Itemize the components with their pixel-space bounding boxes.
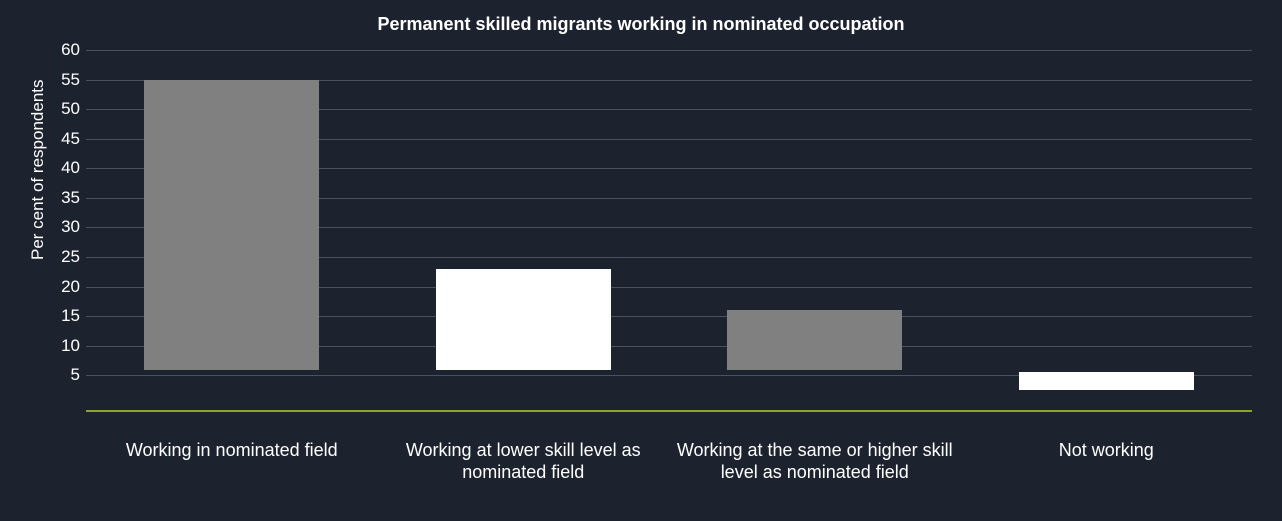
plot-area [86, 50, 1252, 390]
y-tick-label: 15 [30, 306, 80, 326]
y-tick-label: 5 [30, 365, 80, 385]
y-tick-label: 55 [30, 70, 80, 90]
bar [436, 269, 611, 370]
y-tick-label: 45 [30, 129, 80, 149]
y-tick-label: 50 [30, 99, 80, 119]
bar-chart: Permanent skilled migrants working in no… [0, 0, 1282, 521]
x-axis-labels: Working in nominated fieldWorking at low… [86, 440, 1252, 520]
bar [1019, 372, 1194, 390]
gridline [86, 50, 1252, 51]
chart-title: Permanent skilled migrants working in no… [0, 14, 1282, 35]
y-tick-label: 40 [30, 158, 80, 178]
x-tick-label: Working in nominated field [86, 440, 378, 462]
y-tick-label: 60 [30, 40, 80, 60]
x-axis-baseline [86, 410, 1252, 412]
y-tick-label: 30 [30, 217, 80, 237]
y-tick-label: 10 [30, 336, 80, 356]
bar [144, 80, 319, 370]
bar [727, 310, 902, 370]
y-tick-label: 20 [30, 277, 80, 297]
x-tick-label: Working at lower skill level as nominate… [378, 440, 670, 483]
x-tick-label: Working at the same or higher skill leve… [669, 440, 961, 483]
y-tick-label: 35 [30, 188, 80, 208]
x-tick-label: Not working [961, 440, 1253, 462]
y-tick-label: 25 [30, 247, 80, 267]
